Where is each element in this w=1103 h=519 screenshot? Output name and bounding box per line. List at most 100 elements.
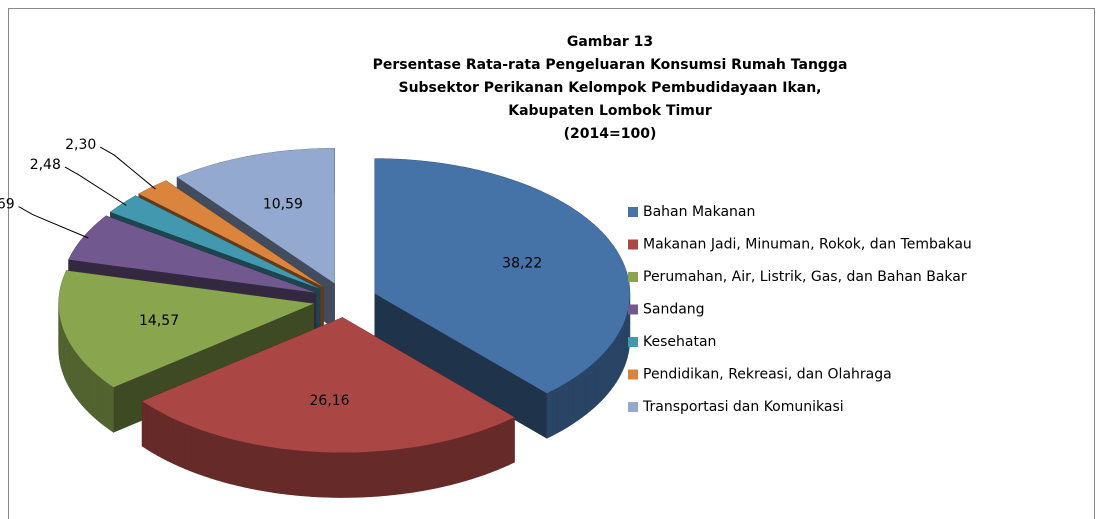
slice-side [258,444,267,492]
slice-side [272,447,281,494]
slice-side [325,451,334,498]
chart-title: (2014=100) [564,126,657,142]
slice-side [393,448,402,496]
slice-side [581,368,587,418]
legend-swatch [628,304,638,315]
slice-side [251,443,259,491]
leader-line [100,146,156,190]
slice [141,317,515,498]
legend-swatch [628,402,638,412]
leader-line [64,166,127,206]
slice-side [437,440,445,489]
slice-side [355,451,364,498]
slice-side [265,445,274,493]
slice-side [400,447,409,495]
slice-side [567,378,574,428]
slice-side [66,337,70,387]
slice-side [310,451,319,498]
data-label: 2,30 [65,137,96,153]
slice-side [70,344,74,396]
slice-side [167,415,174,465]
slice-side [457,435,466,484]
legend-label: Kesehatan [643,334,716,350]
slice-side [203,430,211,479]
slice-side [408,446,417,494]
legend-swatch [628,272,638,282]
slice-side [223,436,231,485]
legend-swatch [628,207,638,217]
data-label: 10,59 [263,196,303,212]
slice-side [557,384,564,434]
legend-swatch [628,369,638,380]
chart-title: Persentase Rata-rata Pengeluaran Konsums… [373,57,848,73]
slice-side [197,428,205,477]
slice-side [162,412,169,462]
slice-top [58,270,314,388]
slice-side [230,438,238,486]
slice-side [477,429,485,478]
slice-side [415,445,424,493]
slice-side [471,431,479,480]
slice-side [340,452,349,498]
slice-side [562,381,569,431]
chart-title: Kabupaten Lombok Timur [508,103,712,119]
slice-side [572,375,578,425]
slice-side [302,450,311,497]
slice-side [502,419,510,468]
slice-side [92,370,97,420]
data-label: 5,69 [0,197,15,213]
slice-top [177,148,335,284]
chart-title: Subsektor Perikanan Kelompok Pembudidaya… [398,80,821,96]
slice-side [280,448,289,495]
slice-side [484,426,492,476]
legend-label: Bahan Makanan [643,204,755,220]
data-label: 26,16 [310,393,350,409]
slice-side [210,432,218,481]
slice-side [141,400,148,450]
slice-side [146,403,153,453]
slice-side [173,418,180,467]
data-label: 38,22 [502,255,542,271]
slice-top [68,215,316,293]
slice-side [184,423,192,472]
slice-side [618,329,622,379]
slice-side [179,420,186,470]
legend-label: Makanan Jadi, Minuman, Rokok, dan Tembak… [643,237,972,253]
slice-side [85,362,90,414]
slice-side [496,422,504,471]
legend-label: Sandang [643,302,705,318]
slice-side [385,449,394,496]
slice-side [99,376,105,427]
slice-top [138,180,324,287]
slice-side [546,390,553,439]
chart-title: Gambar 13 [567,34,653,50]
slice-side [590,361,595,412]
slice-side [616,332,619,383]
slice-side [81,359,86,410]
leader-line [18,206,89,239]
slice-side [363,451,372,498]
slice-side [73,348,77,399]
data-label: 14,57 [139,313,179,329]
slice-top [142,317,515,453]
slice-side [610,339,615,391]
data-label: 2,48 [30,157,61,173]
slice-side [601,350,606,402]
slice-side [78,355,83,406]
slice-side [597,354,602,405]
slice-side [585,365,591,415]
slice-side [378,450,387,497]
legend-swatch [628,337,638,347]
slice-side [68,340,72,392]
slice-side [552,387,559,437]
slice-side [430,442,438,490]
slice-side [236,440,245,488]
legend-label: Transportasi dan Komunikasi [642,399,844,415]
legend-swatch [628,239,638,250]
slice-side [577,371,583,422]
slice-side [332,452,342,498]
slice-side [607,343,612,394]
slice-side [243,441,252,490]
slice-side [88,366,93,417]
slice-side [348,452,357,498]
